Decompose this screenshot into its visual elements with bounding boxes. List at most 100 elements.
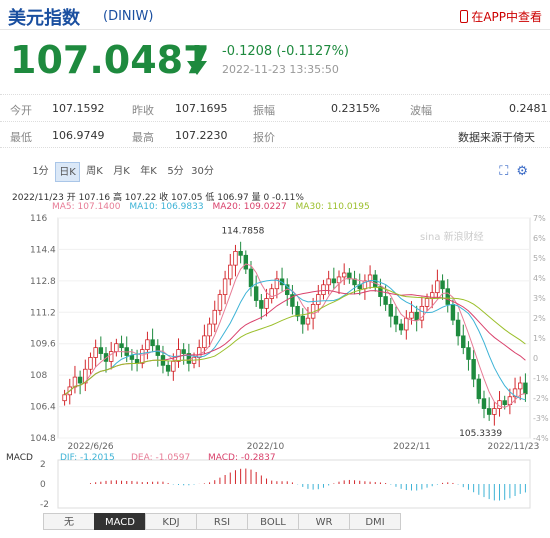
y-tick-left: 106.4 xyxy=(30,403,56,413)
candle-body xyxy=(424,298,430,307)
candle-body xyxy=(212,309,217,325)
quote-time: 2022-11-23 13:35:50 xyxy=(222,63,339,76)
candle-body xyxy=(466,347,471,360)
app-link[interactable]: 在APP中查看 xyxy=(460,8,542,25)
change-percent: (-0.1127%) xyxy=(276,44,350,59)
candle-body xyxy=(476,378,482,400)
ma-legend: MA5: 107.1400 MA10: 106.9833 MA20: 109.0… xyxy=(52,202,376,212)
candle-body xyxy=(305,317,311,325)
tab-indicator-0[interactable]: 无 xyxy=(43,513,95,530)
y-tick-right: 5% xyxy=(533,254,546,263)
tab-period-1[interactable]: 日K xyxy=(55,162,80,182)
candle-body xyxy=(523,382,528,395)
candle-body xyxy=(300,315,305,325)
candle-body xyxy=(404,317,409,331)
high-value: 107.2230 xyxy=(175,129,228,142)
app-link-label: 在APP中查看 xyxy=(471,10,542,24)
prev-close-label: 昨收 xyxy=(132,104,154,117)
page-title: 美元指数 xyxy=(8,8,80,29)
candle-body xyxy=(347,272,352,280)
candle-body xyxy=(207,323,212,337)
candle-body xyxy=(93,347,98,358)
tab-indicator-4[interactable]: BOLL xyxy=(247,513,299,530)
candle-body xyxy=(414,311,419,321)
change-value: -0.1208 xyxy=(222,44,273,59)
tab-period-5[interactable]: 5分 xyxy=(167,166,184,177)
watermark: sina 新浪财经 xyxy=(420,230,484,243)
x-tick: 2022/10 xyxy=(247,442,285,452)
period-tabs: 1分 日K 周K 月K 年K 5分 30分 xyxy=(28,162,217,182)
y-tick-right: 6% xyxy=(533,234,546,243)
x-tick: 2022/11/23 xyxy=(488,442,540,452)
y-tick-right: 3% xyxy=(533,294,546,303)
x-tick: 2022/11 xyxy=(393,442,430,452)
candle-body xyxy=(383,296,388,305)
open-value: 107.1592 xyxy=(52,102,105,115)
low-value: 106.9749 xyxy=(52,129,105,142)
candle-body xyxy=(98,347,104,354)
candle-body xyxy=(398,323,404,331)
candle-body xyxy=(518,382,523,390)
tab-indicator-2[interactable]: KDJ xyxy=(145,513,197,530)
y-tick-right: -3% xyxy=(533,414,549,423)
ma30-label: MA30: 110.0195 xyxy=(295,202,370,212)
candle-body xyxy=(481,398,487,409)
candle-body xyxy=(512,388,518,398)
candle-body xyxy=(259,300,264,309)
ohlc-line: 2022/11/23 开 107.16 高 107.22 收 107.05 低 … xyxy=(12,193,304,203)
down-arrow-icon xyxy=(187,45,207,75)
candle-body xyxy=(290,294,295,307)
open-label: 今开 xyxy=(10,104,32,117)
tab-period-0[interactable]: 1分 xyxy=(32,166,49,177)
macd-value: MACD: -0.2837 xyxy=(208,453,276,463)
data-source: 数据来源于倚天 xyxy=(458,131,535,144)
indicator-tabs: 无 MACD KDJ RSI BOLL WR DMI xyxy=(43,513,401,530)
tab-period-2[interactable]: 周K xyxy=(86,166,103,177)
ma5-label: MA5: 107.1400 xyxy=(52,202,121,212)
header: 美元指数 (DINIW) 在APP中查看 xyxy=(0,0,550,30)
macd-y-tick: -2 xyxy=(40,500,49,510)
candle-body xyxy=(248,268,254,288)
candle-body xyxy=(171,360,176,372)
candle-body xyxy=(129,355,135,360)
candle-body xyxy=(233,250,238,266)
tab-indicator-3[interactable]: RSI xyxy=(196,513,248,530)
fullscreen-icon[interactable]: ⛶ xyxy=(499,164,517,179)
candle-body xyxy=(486,408,492,415)
candle-body xyxy=(471,359,476,380)
tab-period-4[interactable]: 年K xyxy=(140,166,157,177)
candle-body xyxy=(145,339,150,351)
kline-chart[interactable]: 116 114.4 112.8 111.2 109.6 108 106.4 104.8 7% 6%… xyxy=(0,210,550,510)
amplitude-value: 0.2315% xyxy=(331,102,380,115)
candle-body xyxy=(336,276,342,284)
candle-body xyxy=(295,305,300,317)
high-label: 最高 xyxy=(132,131,154,144)
candle-body xyxy=(269,288,274,299)
y-tick-right: 4% xyxy=(533,274,546,283)
macd-y-tick: 0 xyxy=(40,480,46,490)
macd-dea: DEA: -1.0597 xyxy=(131,453,190,463)
candle-body xyxy=(461,335,466,349)
candle-body xyxy=(88,357,93,370)
candle-body xyxy=(238,250,243,256)
ma10-label: MA10: 106.9833 xyxy=(129,202,204,212)
candle-body xyxy=(134,359,140,364)
tab-period-6[interactable]: 30分 xyxy=(191,166,214,177)
candle-body xyxy=(502,400,507,406)
y-tick-right: 0 xyxy=(533,354,538,363)
candle-body xyxy=(435,280,440,294)
y-tick-right: -2% xyxy=(533,394,549,403)
wave-value: 0.2481 xyxy=(509,102,548,115)
y-tick-left: 109.6 xyxy=(30,340,56,350)
candle-body xyxy=(331,278,337,284)
settings-icon[interactable]: ⚙ xyxy=(516,164,536,179)
tab-indicator-5[interactable]: WR xyxy=(298,513,350,530)
stats-row-2: 最低 106.9749 最高 107.2230 报价 数据来源于倚天 xyxy=(0,121,550,148)
tab-indicator-1[interactable]: MACD xyxy=(94,513,146,530)
tab-indicator-6[interactable]: DMI xyxy=(349,513,401,530)
stats-row-1: 今开 107.1592 昨收 107.1695 振幅 0.2315% 波幅 0.… xyxy=(0,94,550,121)
tab-period-3[interactable]: 月K xyxy=(113,166,130,177)
candle-body xyxy=(409,311,414,319)
candle-body xyxy=(181,349,186,354)
y-tick-right: -1% xyxy=(533,374,549,383)
